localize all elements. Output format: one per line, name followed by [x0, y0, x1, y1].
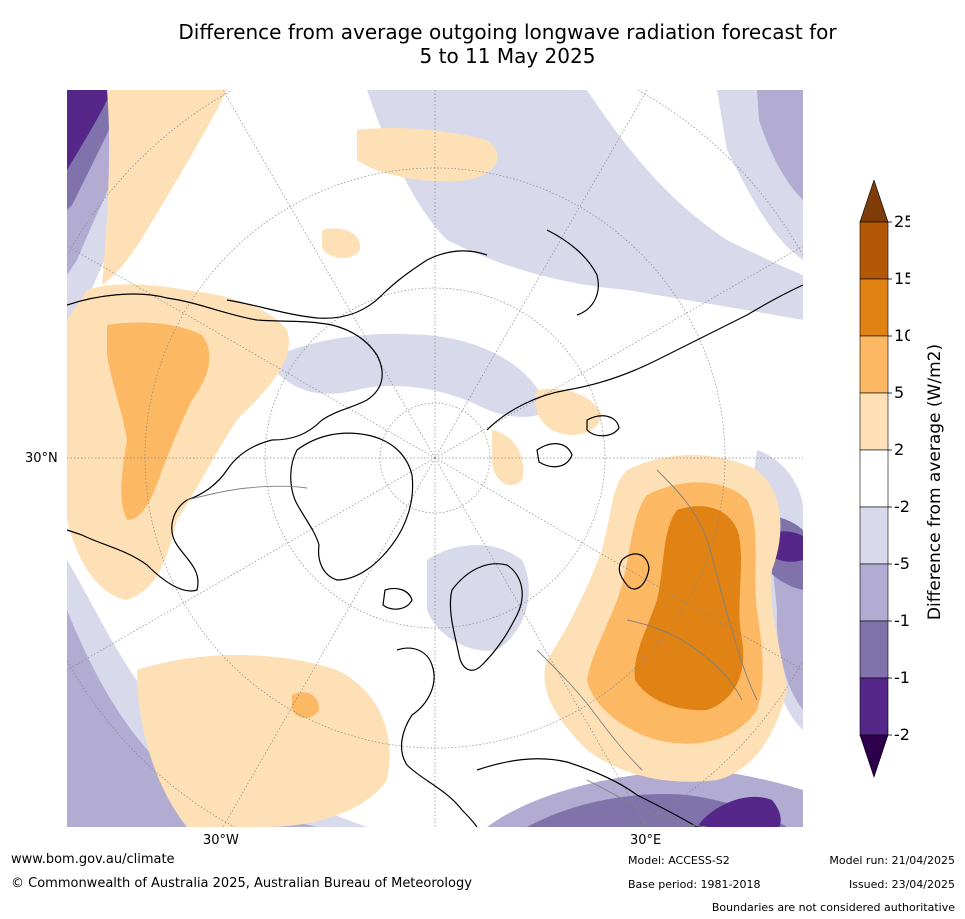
coastline-kamchatka [546, 229, 599, 316]
region-scandinavia-positive [492, 430, 524, 485]
coastline-north-pacific [226, 250, 488, 319]
region-atlantic-positive [137, 655, 390, 827]
anomaly-map [67, 90, 803, 827]
meridian-120e [434, 245, 803, 459]
colorbar-bin [859, 392, 889, 451]
border-russia-china [656, 469, 758, 701]
coastline-iceland [382, 587, 413, 610]
region-nw-pacific-strong [67, 90, 112, 170]
latitude-circle-60 [264, 287, 606, 629]
colorbar-tick-label: -5 [894, 554, 910, 573]
region-arctic-negative [267, 333, 547, 417]
region-sw-negative-2 [67, 610, 317, 827]
coastline-scandinavia [449, 563, 523, 671]
colorbar-extend-top [859, 180, 889, 223]
footer-issued: Issued: 23/04/2025 [848, 878, 955, 891]
meridian-150w [222, 90, 436, 459]
colorbar-bin [859, 677, 889, 736]
meridian-60e [434, 457, 803, 671]
colorbar-bin [859, 278, 889, 337]
colorbar: 25 15 10 5 2 -2 -5 -10 -15 -25 [859, 180, 910, 778]
colorbar-ticks: 25 15 10 5 2 -2 -5 -10 -15 -25 [888, 212, 910, 744]
meridian-60w [67, 457, 436, 671]
meridian-120w [67, 245, 436, 459]
region-north-pacific-positive [357, 128, 498, 182]
title-line-2: 5 to 11 May 2025 [419, 44, 596, 68]
region-atlantic-moderate [292, 692, 319, 719]
border-kazakhstan [626, 619, 743, 701]
meridian-30w [222, 457, 436, 827]
footer-model-run: Model run: 21/04/2025 [829, 854, 955, 867]
coastlines [67, 229, 803, 827]
colorbar-bin [859, 335, 889, 394]
colorbar-tick-label: 15 [894, 269, 910, 288]
footer-disclaimer: Boundaries are not considered authoritat… [711, 901, 955, 914]
meridian-30e [434, 457, 648, 827]
region-asia-strong [634, 506, 744, 711]
coastline-north-america [67, 293, 383, 592]
colorbar-tick-label: 2 [894, 440, 904, 459]
colorbar-bin [859, 563, 889, 622]
border-canada-usa [186, 485, 308, 501]
chart-title: Difference from average outgoing longwav… [60, 20, 955, 68]
lat-label-30n: 30°N [25, 451, 58, 466]
footer-copyright: © Commonwealth of Australia 2025, Austra… [11, 876, 472, 891]
border-europe-russia [536, 649, 643, 771]
footer-model: Model: ACCESS-S2 [628, 854, 730, 867]
colorbar-tick-label: -15 [894, 668, 910, 687]
positive-anomaly-regions [67, 90, 787, 827]
graticule [67, 90, 803, 827]
lon-label-30e: 30°E [630, 833, 662, 848]
region-ne-corner-negative-2 [757, 90, 803, 200]
coastline-arctic-islands [536, 415, 620, 468]
border-middle-east [586, 779, 708, 827]
region-barents-positive [535, 388, 602, 435]
political-borders [186, 469, 758, 827]
colorbar-tick-label: 5 [894, 383, 904, 402]
colorbar-bin [859, 506, 889, 565]
lon-label-30w: 30°W [203, 833, 239, 848]
coastline-siberia-arctic [486, 284, 803, 431]
colorbar-bins [859, 180, 889, 778]
coastline-europe [396, 647, 478, 827]
title-line-1: Difference from average outgoing longwav… [178, 20, 837, 44]
colorbar-tick-label: -25 [894, 725, 910, 744]
coastline-caspian [618, 553, 650, 590]
colorbar-label: Difference from average (W/m2) [925, 343, 945, 621]
meridian-150e [434, 90, 648, 459]
colorbar-tick-label: -10 [894, 611, 910, 630]
region-south-strong [697, 796, 781, 827]
colorbar-bin [859, 449, 889, 508]
colorbar-tick-label: -2 [894, 497, 910, 516]
coastline-mediterranean [476, 758, 698, 827]
footer-base-period: Base period: 1981-2018 [628, 878, 761, 891]
colorbar-extend-bottom [859, 734, 889, 778]
colorbar-bin [859, 221, 889, 280]
colorbar-bin [859, 620, 889, 679]
footer-website: www.bom.gov.au/climate [11, 852, 175, 867]
coastline-greenland [290, 432, 414, 581]
region-north-america-moderate [107, 322, 210, 520]
colorbar-tick-label: 25 [894, 212, 910, 231]
region-pacific-band-positive [102, 90, 227, 285]
region-small-positive-1 [322, 228, 361, 259]
colorbar-tick-label: 10 [894, 326, 910, 345]
